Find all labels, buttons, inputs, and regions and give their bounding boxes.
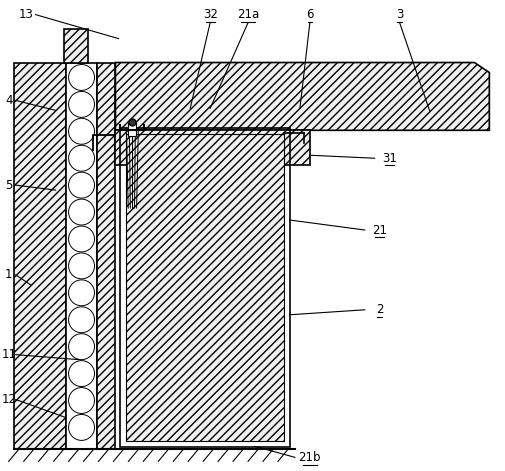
Text: 32: 32 — [203, 8, 217, 21]
Text: 6: 6 — [306, 8, 313, 21]
Text: 4: 4 — [5, 94, 13, 107]
Text: 1: 1 — [5, 268, 13, 281]
Text: 13: 13 — [18, 8, 33, 21]
Text: 5: 5 — [5, 179, 13, 192]
Polygon shape — [126, 134, 283, 441]
Polygon shape — [128, 123, 136, 136]
Polygon shape — [115, 63, 488, 130]
Text: 21b: 21b — [298, 451, 321, 464]
Text: 3: 3 — [395, 8, 402, 21]
Text: 21: 21 — [372, 224, 386, 236]
Polygon shape — [14, 63, 66, 449]
Polygon shape — [115, 130, 309, 165]
Text: 11: 11 — [1, 348, 16, 361]
Polygon shape — [64, 29, 87, 63]
Text: 31: 31 — [381, 152, 396, 165]
Bar — [66, 63, 97, 449]
Text: 2: 2 — [375, 303, 383, 317]
Text: 21a: 21a — [236, 8, 259, 21]
Polygon shape — [97, 63, 115, 449]
Text: 12: 12 — [1, 393, 16, 406]
